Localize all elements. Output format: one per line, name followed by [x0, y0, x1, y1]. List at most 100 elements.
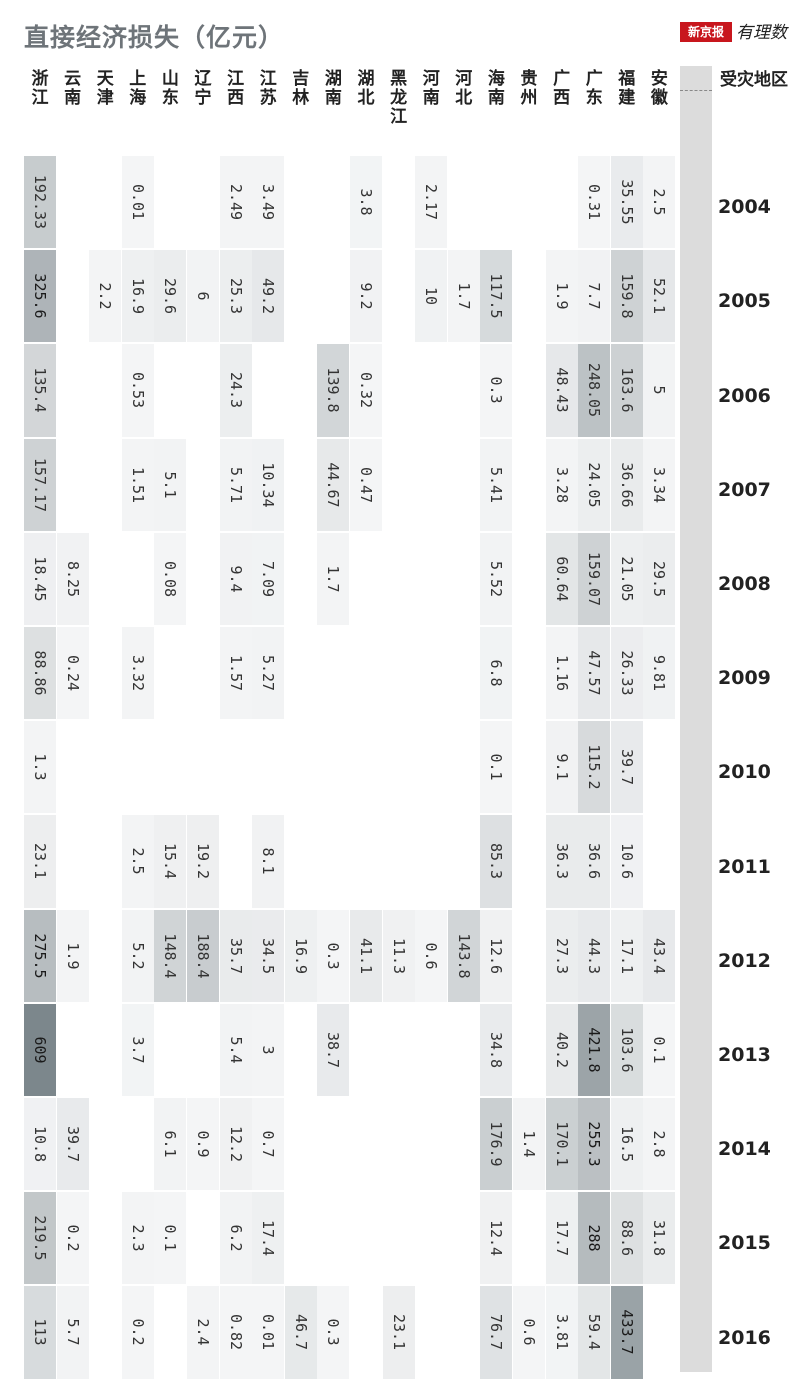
heatmap-cell: 103.6 [610, 1003, 643, 1096]
heatmap-cell: 0.01 [121, 156, 154, 249]
heatmap-cell: 48.43 [545, 344, 578, 437]
year-label: 2011 [718, 855, 771, 878]
column-label: 广西 [553, 69, 571, 108]
heatmap-cell: 0.08 [154, 532, 187, 625]
column-label: 浙江 [31, 69, 49, 108]
column-label: 湖北 [357, 69, 375, 108]
heatmap-cell: 76.7 [480, 1286, 513, 1379]
heatmap-cell: 29.6 [154, 250, 187, 343]
cell-value: 5.4 [226, 1036, 245, 1064]
heatmap-cell: 0.2 [121, 1286, 154, 1379]
heatmap-cell: 34.5 [252, 909, 285, 1002]
cell-value: 12.6 [487, 937, 506, 974]
cell-value: 40.2 [552, 1031, 571, 1068]
cell-value: 139.8 [324, 367, 343, 414]
cell-value: 35.7 [226, 937, 245, 974]
column-label: 天津 [96, 69, 114, 108]
cell-value: 255.3 [585, 1121, 604, 1167]
cell-value: 421.8 [585, 1027, 604, 1073]
heatmap-cell: 255.3 [578, 1098, 611, 1191]
heatmap-cell: 36.3 [545, 815, 578, 908]
cell-value: 31.8 [650, 1220, 669, 1257]
cell-value: 2.2 [96, 282, 115, 310]
cell-value: 16.9 [291, 937, 310, 974]
cell-value: 0.82 [226, 1314, 245, 1351]
heatmap-cell: 38.7 [317, 1003, 350, 1096]
cell-value: 157.17 [31, 457, 49, 512]
heatmap-cell: 52.1 [643, 250, 676, 343]
cell-value: 3.81 [552, 1314, 571, 1351]
heatmap-cell: 44.67 [317, 438, 350, 531]
cell-value: 6 [194, 291, 212, 301]
cell-value: 11.3 [389, 937, 408, 974]
cell-value: 5.7 [63, 1318, 82, 1347]
heatmap-cell: 170.1 [545, 1098, 578, 1191]
heatmap-cell: 60.64 [545, 532, 578, 625]
heatmap-cell: 0.9 [187, 1098, 219, 1191]
heatmap-cell: 19.2 [187, 815, 219, 908]
heatmap-cell: 115.2 [578, 721, 611, 814]
heatmap-cell: 248.05 [578, 344, 611, 437]
cell-value: 1.9 [552, 282, 571, 310]
cell-value: 609 [31, 1036, 49, 1064]
heatmap-cell: 275.5 [24, 909, 56, 1002]
column-label: 安徽 [650, 69, 668, 108]
cell-value: 2.5 [128, 847, 147, 876]
cell-value: 1.9 [63, 942, 82, 970]
heatmap-cell: 5.52 [480, 532, 513, 625]
heatmap-cell: 0.01 [252, 1286, 285, 1379]
cell-value: 17.4 [259, 1220, 278, 1257]
heatmap-cell: 0.3 [317, 1286, 350, 1379]
heatmap-cell: 2.8 [643, 1098, 676, 1191]
cell-value: 0.6 [520, 1318, 538, 1347]
column-label: 湖南 [324, 69, 342, 108]
heatmap-cell: 609 [24, 1003, 56, 1096]
heatmap-cell: 36.66 [610, 438, 643, 531]
cell-value: 5.27 [259, 655, 278, 692]
heatmap-cell: 421.8 [578, 1003, 611, 1096]
heatmap-cell: 0.24 [56, 627, 89, 720]
heatmap-cell: 113 [24, 1286, 56, 1379]
column-label: 江西 [227, 69, 245, 108]
cell-value: 0.2 [63, 1224, 82, 1252]
heatmap-cell: 6.1 [154, 1098, 187, 1191]
cell-value: 0.3 [324, 942, 343, 970]
cell-value: 6.1 [161, 1130, 180, 1158]
heatmap-cell: 2.5 [643, 156, 676, 249]
dashed-divider [680, 90, 712, 91]
cell-value: 188.4 [194, 933, 212, 979]
heatmap-cell: 1.7 [447, 250, 480, 343]
cell-value: 0.1 [487, 753, 506, 781]
cell-value: 17.1 [617, 937, 636, 974]
heatmap-cell: 143.8 [447, 909, 480, 1002]
heatmap-cell: 10.8 [24, 1098, 56, 1191]
heatmap-cell: 24.3 [219, 344, 252, 437]
heatmap-cell: 85.3 [480, 815, 513, 908]
cell-value: 8.1 [259, 847, 278, 876]
heatmap-cell: 12.4 [480, 1192, 513, 1285]
heatmap-cell: 9.81 [643, 627, 676, 720]
cell-value: 44.67 [324, 462, 343, 508]
heatmap-cell: 176.9 [480, 1098, 513, 1191]
cell-value: 16.5 [617, 1126, 636, 1163]
heatmap-cell: 10.6 [610, 815, 643, 908]
cell-value: 39.7 [63, 1126, 82, 1163]
cell-value: 325.6 [31, 273, 49, 319]
heatmap-cell: 16.5 [610, 1098, 643, 1191]
cell-value: 143.8 [454, 933, 473, 979]
heatmap-cell: 1.4 [513, 1098, 545, 1191]
heatmap-cell: 6 [187, 250, 219, 343]
heatmap-cell: 6.8 [480, 627, 513, 720]
cell-value: 49.2 [259, 278, 278, 315]
cell-value: 135.4 [31, 367, 49, 414]
heatmap-cell: 23.1 [382, 1286, 415, 1379]
heatmap-cell: 49.2 [252, 250, 285, 343]
heatmap-cell: 47.57 [578, 627, 611, 720]
cell-value: 26.33 [617, 650, 636, 696]
heatmap-cell: 17.7 [545, 1192, 578, 1285]
heatmap-cell: 139.8 [317, 344, 350, 437]
brand-logo: 新京报 有理数 [680, 18, 790, 46]
cell-value: 0.1 [650, 1036, 669, 1064]
cell-value: 113 [31, 1318, 49, 1347]
cell-value: 159.8 [617, 273, 636, 319]
